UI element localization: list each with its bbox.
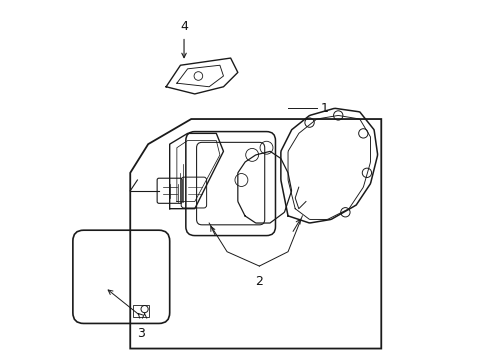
- Text: 1: 1: [320, 102, 328, 115]
- Text: 2: 2: [255, 275, 263, 288]
- Text: 3: 3: [137, 327, 145, 340]
- Text: 4: 4: [180, 20, 188, 33]
